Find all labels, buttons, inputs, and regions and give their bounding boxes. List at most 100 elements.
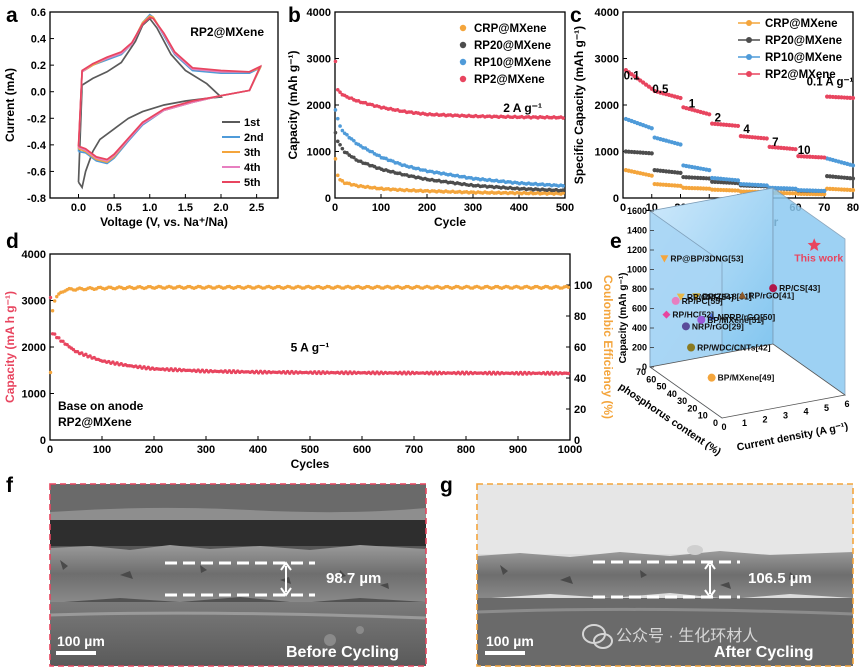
panel-letter-g: g [440,474,453,497]
data-point [340,179,345,183]
y-tick-label: 4000 [307,7,331,19]
data-point [850,95,856,101]
sem-image-before-cycling [49,483,427,667]
x-axis-label: Current density (A g⁻¹) [736,420,849,453]
wechat-icon [582,624,613,649]
sem-image-after-cycling [476,483,854,667]
point-label: RP/HC[52] [672,310,714,320]
y-tick-label: -0.6 [27,166,46,178]
data-point [335,139,340,144]
x-tick-label: 600 [353,444,371,456]
x-tick-label: 2.0 [213,202,228,214]
data-point [335,173,340,178]
efficiency-point [48,370,53,375]
capacity-point [88,354,92,358]
y-tick-label: 1000 [595,147,619,159]
rate-label: 0.5 [652,84,669,96]
data-point [561,184,565,188]
y-tick-label: 0 [325,193,331,205]
x-tick-label: 0 [47,444,53,456]
legend-label: CRP@MXene [765,18,838,30]
data-point [352,138,356,143]
watermark-text: 公众号 · 生化环材人 [616,627,758,645]
data-point [333,59,338,64]
legend-marker [459,58,467,66]
y-axis-label: Specific Capacity (mAh g⁻¹) [572,26,586,184]
data-point [370,149,375,154]
data-point [649,126,654,131]
data-point [764,136,769,141]
y-tick-label: 3000 [307,54,331,66]
capacity-point [57,336,61,340]
cv-curve-5th [77,16,262,161]
z-tick-label: 20 [687,403,697,413]
efficiency-point [52,299,57,303]
z-tick-label: 30 [677,396,687,406]
x-tick-label: 0 [332,202,338,214]
x-tick-label: 200 [145,444,163,456]
chart-d-note: Base on anode [58,399,144,413]
legend-marker [459,41,467,49]
x-tick-label: 1.5 [178,202,193,214]
legend-label-2nd: 2nd [244,132,264,144]
data-point [707,112,712,117]
data-point [649,86,654,91]
y-tick-label: 2000 [307,100,331,112]
floor-pane [648,343,847,419]
x-tick-label: 100 [93,444,111,456]
data-point [340,146,345,151]
rate-label: 2 [715,113,721,125]
point-label: RP/CS[43] [779,283,820,293]
point-label: RP@BP/3DNG[53] [670,253,743,263]
data-point [561,116,565,120]
data-point [345,132,349,137]
panel-letter-e: e [610,230,622,253]
rate-label: 7 [772,137,778,149]
x-tick-label: 0.5 [106,202,121,214]
x-tick-label: 400 [510,202,528,214]
chart-a-title: RP2@MXene [190,25,264,39]
chart-b-cycling-2A: 0 100 200 300 400 500 0 1000 2000 3000 4000 Cycle Ca… [286,7,574,229]
y-tick-label: 1200 [627,245,647,255]
capacity-point [65,342,69,347]
point-This work [807,238,821,251]
legend-label: RP2@MXene [474,74,545,86]
chart-b-annotation: 2 A g⁻¹ [503,101,542,115]
x-tick-label: 0.0 [71,202,86,214]
legend-label-4th: 4th [244,162,261,174]
y-tick-label: 0.2 [31,60,46,72]
y-tick-label: 0 [40,435,46,447]
point-RP/CS[43] [769,284,778,293]
data-point [764,183,769,188]
x-tick-label: 2.5 [249,202,264,214]
y-tick-label: -0.4 [27,140,47,152]
data-point [649,151,654,156]
x-tick-label: 2 [762,414,767,424]
y2-tick-label: 0 [574,435,580,447]
y-tick-label: 4000 [595,7,619,19]
z-tick-label: 50 [657,382,667,392]
x-tick-label: 1.0 [142,202,157,214]
y2-tick-label: 60 [574,342,586,354]
x-tick-label: 400 [249,444,267,456]
y-tick-label: -0.8 [27,193,46,205]
capacity-point [80,351,84,355]
sem-f-caption: Before Cycling [286,644,399,661]
legend-label-3th: 3th [244,147,261,159]
rate-label: 1 [689,98,696,110]
chart-c-rate-performance: 0102030405060708001000200030004000Cycle … [572,7,859,229]
cv-curve-1st [77,17,223,190]
y-tick-label: 0.4 [31,34,47,46]
y-tick-label: 0.6 [31,7,46,19]
point-RP/PC[55] [671,296,680,305]
x-tick-label: 6 [844,399,849,409]
y-tick-label: 400 [632,323,647,333]
y-axis-label: Current (mA) [3,68,17,142]
data-point [850,163,856,168]
legend-label: RP10@MXene [474,57,551,69]
y-tick-label: 0 [613,193,619,205]
point-BP/MXene[51] [697,315,706,324]
data-point [333,108,338,112]
